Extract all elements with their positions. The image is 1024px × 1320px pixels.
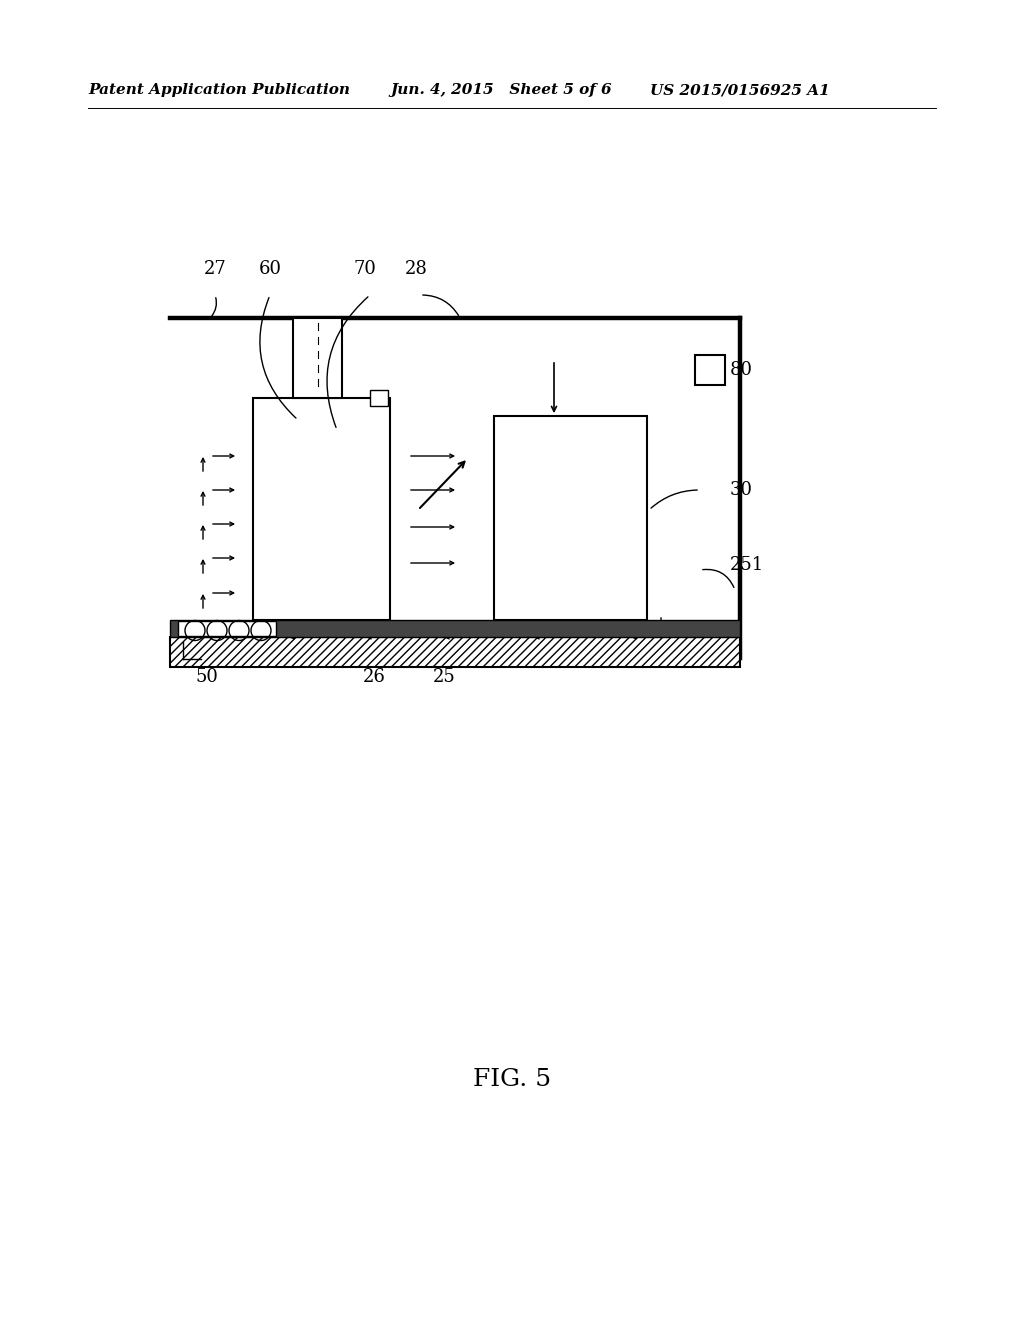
Text: 70: 70: [353, 260, 377, 279]
Text: 26: 26: [362, 668, 385, 686]
Bar: [170, 620, 740, 638]
Text: 28: 28: [404, 260, 427, 279]
Text: 50: 50: [196, 668, 218, 686]
Text: Patent Application Publication: Patent Application Publication: [88, 83, 350, 96]
Text: 80: 80: [730, 360, 753, 379]
Text: 60: 60: [258, 260, 282, 279]
Bar: [695, 355, 725, 385]
Text: US 2015/0156925 A1: US 2015/0156925 A1: [650, 83, 829, 96]
Bar: [253, 399, 390, 620]
Bar: [178, 620, 276, 636]
Text: Jun. 4, 2015   Sheet 5 of 6: Jun. 4, 2015 Sheet 5 of 6: [390, 83, 611, 96]
Text: 27: 27: [204, 260, 226, 279]
Bar: [293, 318, 342, 399]
Bar: [370, 389, 388, 407]
Text: 251: 251: [730, 556, 764, 574]
Bar: [494, 416, 647, 620]
Text: 30: 30: [730, 480, 753, 499]
Bar: [170, 638, 740, 667]
Text: 25: 25: [432, 668, 456, 686]
Text: FIG. 5: FIG. 5: [473, 1068, 551, 1092]
